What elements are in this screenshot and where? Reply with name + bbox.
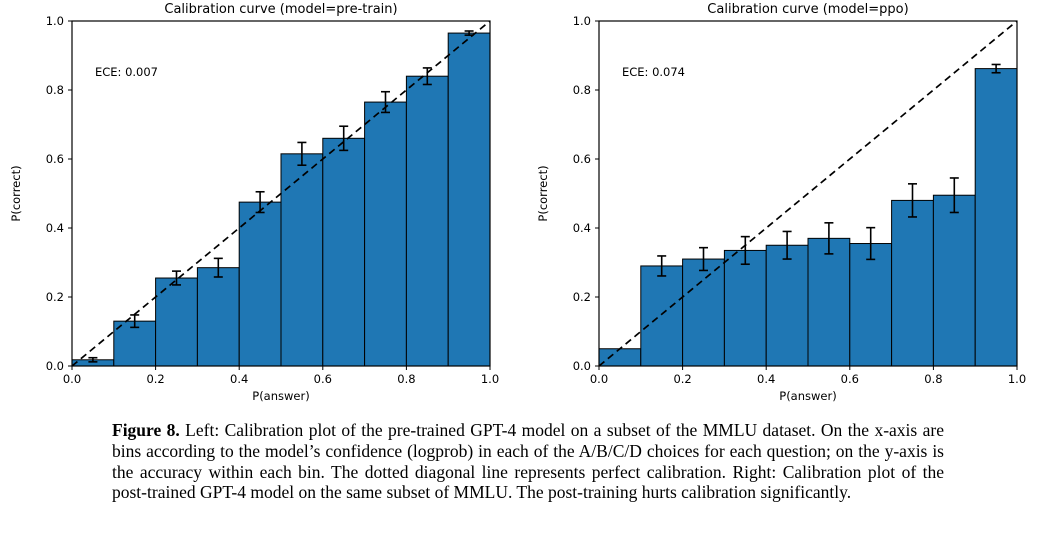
figure-caption: Figure 8. Left: Calibration plot of the … xyxy=(112,420,944,503)
x-tick-label: 0.0 xyxy=(63,372,81,386)
ticks xyxy=(68,20,491,370)
y-tick-label: 1.0 xyxy=(46,14,64,28)
y-tick-label: 0.0 xyxy=(46,359,64,373)
x-tick-label: 0.2 xyxy=(673,372,691,386)
x-tick-label: 1.0 xyxy=(1008,372,1026,386)
x-tick-label: 0.8 xyxy=(924,372,942,386)
x-tick-label: 1.0 xyxy=(481,372,499,386)
chart-svg: 0.0 0.2 0.4 0.6 0.8 1.0 0.0 0.2 0.4 0.6 0.8 1.0 P(an… xyxy=(536,2,1026,403)
y-tick-label: 0.6 xyxy=(573,152,591,166)
bar xyxy=(807,237,851,367)
error-bars xyxy=(88,30,474,363)
calibration-chart-pretrain: 0.0 0.2 0.4 0.6 0.8 1.0 0.0 0.2 0.4 0.6 0.8 1.0 P(an… xyxy=(0,0,527,412)
bar xyxy=(322,137,366,367)
y-tick-label: 0.2 xyxy=(573,290,591,304)
bar xyxy=(364,101,407,367)
x-tick-label: 0.0 xyxy=(590,372,608,386)
bar xyxy=(196,267,240,367)
chart-svg: 0.0 0.2 0.4 0.6 0.8 1.0 0.0 0.2 0.4 0.6 0.8 1.0 P(an… xyxy=(9,2,499,403)
axes-box xyxy=(71,20,491,367)
figure-caption-label: Figure 8. xyxy=(112,420,180,440)
error-bars xyxy=(657,63,1001,277)
x-axis-label: P(answer) xyxy=(779,389,836,403)
y-tick-label: 0.6 xyxy=(46,152,64,166)
y-tick-label: 0.4 xyxy=(46,221,64,235)
bar xyxy=(932,194,976,367)
ticks xyxy=(595,20,1018,370)
bar xyxy=(238,201,282,367)
calibration-chart-ppo: 0.0 0.2 0.4 0.6 0.8 1.0 0.0 0.2 0.4 0.6 0.8 1.0 P(an… xyxy=(527,0,1054,412)
bar xyxy=(280,153,324,367)
bar xyxy=(405,75,449,367)
diagonal-line xyxy=(598,20,1018,367)
bar xyxy=(640,265,684,367)
bar xyxy=(598,348,642,367)
y-tick-label: 0.4 xyxy=(573,221,591,235)
bar xyxy=(765,244,809,367)
figure-caption-text: Left: Calibration plot of the pre-traine… xyxy=(112,420,944,503)
x-tick-label: 0.4 xyxy=(757,372,775,386)
y-axis-label: P(correct) xyxy=(536,165,550,221)
x-tick-label: 0.6 xyxy=(841,372,859,386)
chart-title: Calibration curve (model=pre-train) xyxy=(164,2,397,17)
x-tick-label: 0.8 xyxy=(397,372,415,386)
y-tick-label: 0.8 xyxy=(46,83,64,97)
x-tick-label: 0.2 xyxy=(146,372,164,386)
x-tick-label: 0.6 xyxy=(314,372,332,386)
bars xyxy=(598,68,1018,367)
chart-title: Calibration curve (model=ppo) xyxy=(707,2,908,17)
y-tick-label: 0.2 xyxy=(46,290,64,304)
y-tick-label: 0.0 xyxy=(573,359,591,373)
x-axis-label: P(answer) xyxy=(252,389,309,403)
ece-annotation: ECE: 0.074 xyxy=(622,65,685,79)
x-tick-label: 0.4 xyxy=(230,372,248,386)
axes-box xyxy=(598,20,1018,367)
y-axis-label: P(correct) xyxy=(9,165,23,221)
y-tick-label: 0.8 xyxy=(573,83,591,97)
y-tick-label: 1.0 xyxy=(573,14,591,28)
bar xyxy=(447,32,491,367)
bar xyxy=(723,249,767,367)
calibration-charts-row: 0.0 0.2 0.4 0.6 0.8 1.0 0.0 0.2 0.4 0.6 0.8 1.0 P(an… xyxy=(0,0,1054,412)
ece-annotation: ECE: 0.007 xyxy=(95,65,158,79)
diagonal-line xyxy=(71,20,491,367)
tick-labels: 0.0 0.2 0.4 0.6 0.8 1.0 0.0 0.2 0.4 0.6 0.8 1.0 xyxy=(573,14,1026,386)
bar xyxy=(682,258,725,367)
bar xyxy=(849,243,893,367)
bar xyxy=(974,68,1018,367)
bar xyxy=(891,199,934,367)
tick-labels: 0.0 0.2 0.4 0.6 0.8 1.0 0.0 0.2 0.4 0.6 0.8 1.0 xyxy=(46,14,499,386)
